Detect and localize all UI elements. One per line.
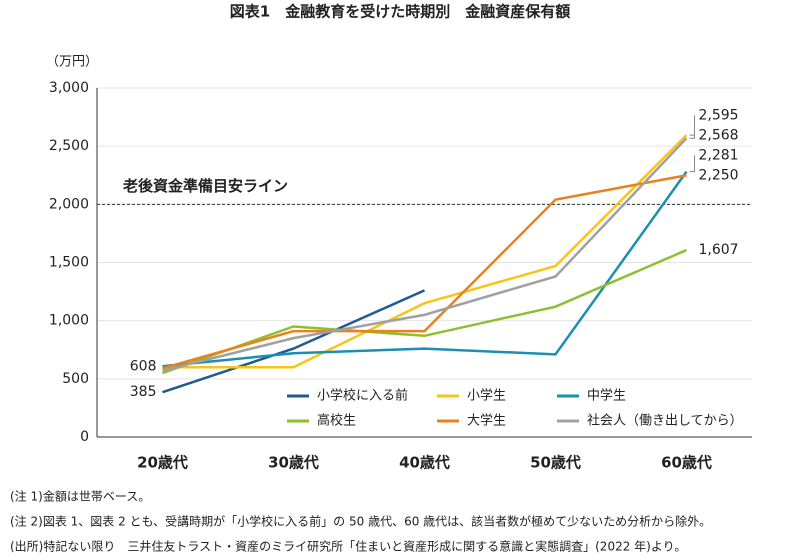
series-line [162,248,687,375]
x-tick-label: 40歳代 [399,454,450,472]
x-tick-label: 50歳代 [530,454,581,472]
series-line [162,174,687,370]
legend-label: 中学生 [587,388,626,404]
x-tick-label: 60歳代 [661,454,712,472]
reference-label: 老後資金準備目安ライン [122,177,288,195]
series-line [162,289,426,394]
data-label: 385 [130,384,157,400]
y-tick-label: 1,000 [49,313,89,329]
y-tick-label: 3,000 [49,80,89,96]
data-label: 2,595 [699,107,739,123]
note: (注 2)図表 1、図表 2 とも、受講時期が「小学校に入る前」の 50 歳代、… [10,514,711,529]
y-tick-label: 500 [62,371,89,387]
leader-line [689,115,695,136]
series-line [162,170,688,368]
leader-line [689,135,695,139]
y-tick-label: 0 [80,429,89,445]
y-tick-label: 2,000 [49,196,89,212]
note: (出所)特記ない限り 三井住友トラスト・資産のミライ研究所「住まいと資産形成に関… [10,539,686,554]
series-line [162,134,688,369]
legend-label: 大学生 [467,413,506,429]
leader-line [689,155,695,173]
note: (注 1)金額は世帯ベース。 [10,489,150,504]
legend-label: 小学校に入る前 [317,388,408,404]
series-line [162,137,688,372]
data-label: 608 [130,358,157,374]
y-tick-label: 2,500 [49,138,89,154]
legend-label: 社会人（働き出してから） [587,413,743,429]
y-unit-label: （万円） [46,55,98,70]
legend-label: 高校生 [317,413,356,429]
data-label: 2,568 [699,127,739,143]
data-label: 2,281 [699,147,739,163]
data-label: 1,607 [699,242,739,258]
legend-label: 小学生 [467,388,506,404]
y-tick-label: 1,500 [49,255,89,271]
chart-title: 図表1 金融教育を受けた時期別 金融資産保有額 [230,3,570,21]
data-label: 2,250 [699,167,739,183]
x-tick-label: 30歳代 [268,454,319,472]
x-tick-label: 20歳代 [137,454,188,472]
